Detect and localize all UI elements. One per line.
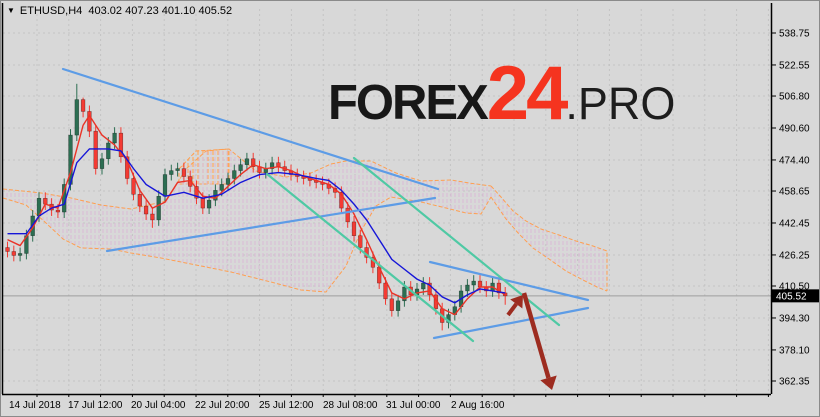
kijun-sen-line <box>7 148 506 304</box>
svg-text:522.55: 522.55 <box>779 60 810 71</box>
svg-text:17 Jul 12:00: 17 Jul 12:00 <box>68 400 123 411</box>
forecast-down-arrow[interactable] <box>521 292 557 390</box>
logo-text-24: 24 <box>486 51 569 136</box>
logo-text-pro: .PRO <box>565 78 676 129</box>
price-axis[interactable]: 538.75 522.55 506.80 490.60 474.40 458.65 442.… <box>771 29 810 388</box>
trendline-wedge-bottom-blue[interactable] <box>432 306 590 340</box>
svg-text:410.50: 410.50 <box>779 282 810 293</box>
time-axis[interactable]: 14 Jul 2018 17 Jul 12:00 20 Jul 04:00 22 Ju… <box>9 394 769 411</box>
svg-text:20 Jul 04:00: 20 Jul 04:00 <box>131 400 186 411</box>
forecast-arrows[interactable] <box>506 292 557 390</box>
trendlines-layer[interactable] <box>61 67 590 343</box>
svg-text:474.40: 474.40 <box>779 155 810 166</box>
symbol-info-bar: ▼ ETHUSD,H4 403.02 407.23 401.10 405.52 <box>7 5 232 17</box>
trendline-upper-channel-blue[interactable] <box>61 67 440 191</box>
forex24-watermark: FOREX 24 .PRO <box>328 56 675 132</box>
trendline-wedge-top-blue[interactable] <box>428 260 590 302</box>
tenkan-sen-line <box>7 114 506 316</box>
trendline-teal-channel-lower[interactable] <box>265 172 475 343</box>
svg-text:14 Jul 2018: 14 Jul 2018 <box>9 400 61 411</box>
svg-text:458.65: 458.65 <box>779 187 810 198</box>
logo-text-forex: FOREX <box>328 76 489 130</box>
svg-text:28 Jul 08:00: 28 Jul 08:00 <box>323 400 378 411</box>
ichimoku-cloud <box>2 148 608 293</box>
trendline-lower-channel-blue[interactable] <box>105 196 437 253</box>
svg-text:490.60: 490.60 <box>779 123 810 134</box>
svg-text:394.30: 394.30 <box>779 313 810 324</box>
svg-text:405.52: 405.52 <box>776 291 807 302</box>
svg-text:538.75: 538.75 <box>779 29 810 40</box>
svg-text:506.80: 506.80 <box>779 92 810 103</box>
svg-text:362.35: 362.35 <box>779 377 810 388</box>
grid-layer <box>3 9 771 394</box>
svg-text:2 Aug 16:00: 2 Aug 16:00 <box>451 400 505 411</box>
svg-text:22 Jul 20:00: 22 Jul 20:00 <box>195 400 250 411</box>
symbol-quote-text: ETHUSD,H4 403.02 407.23 401.10 405.52 <box>19 5 233 17</box>
svg-text:378.10: 378.10 <box>779 345 810 356</box>
current-price-tag: 405.52 <box>772 289 819 303</box>
touch-resistance-arrow[interactable] <box>506 295 523 317</box>
svg-text:25 Jul 12:00: 25 Jul 12:00 <box>259 400 314 411</box>
svg-text:31 Jul 00:00: 31 Jul 00:00 <box>386 400 441 411</box>
svg-text:442.45: 442.45 <box>779 218 810 229</box>
svg-text:426.25: 426.25 <box>779 250 810 261</box>
dropdown-triangle-icon[interactable]: ▼ <box>7 6 15 15</box>
